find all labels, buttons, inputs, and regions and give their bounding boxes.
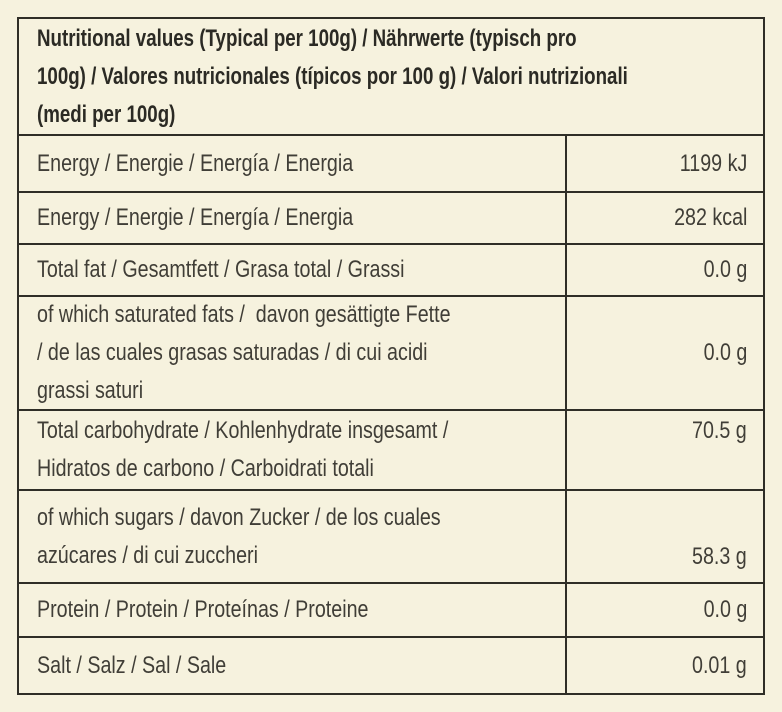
row-label: Salt / Salz / Sal / Sale — [37, 651, 227, 679]
table-row-sugars: of which sugars / davon Zucker / de los … — [19, 489, 763, 582]
row-value: 0.0 g — [703, 256, 747, 283]
row-label: Total fat / Gesamtfett / Grasa total / G… — [37, 256, 405, 283]
row-label: of which saturated fats / davon gesättig… — [37, 301, 451, 404]
row-value-cell: 0.0 g — [565, 584, 763, 636]
row-label-cell: Energy / Energie / Energía / Energia — [19, 193, 565, 243]
row-label-cell: Total fat / Gesamtfett / Grasa total / G… — [19, 245, 565, 295]
nutrition-table: Nutritional values (Typical per 100g) / … — [17, 17, 765, 695]
table-row-saturated-fats: of which saturated fats / davon gesättig… — [19, 295, 763, 409]
table-row-total-carbohydrate: Total carbohydrate / Kohlenhydrate insge… — [19, 409, 763, 489]
table-row-total-fat: Total fat / Gesamtfett / Grasa total / G… — [19, 243, 763, 295]
row-value: 0.0 g — [703, 596, 747, 623]
row-value-cell: 0.0 g — [565, 245, 763, 295]
table-row-energy-kj: Energy / Energie / Energía / Energia 119… — [19, 134, 763, 191]
row-value-cell: 282 kcal — [565, 193, 763, 243]
row-value-cell: 0.01 g — [565, 638, 763, 693]
row-label-cell: of which sugars / davon Zucker / de los … — [19, 491, 565, 582]
row-label: of which sugars / davon Zucker / de los … — [37, 503, 441, 569]
row-value: 70.5 g — [692, 417, 747, 444]
row-value: 58.3 g — [692, 543, 747, 570]
row-value-cell: 58.3 g — [565, 491, 763, 582]
row-label: Energy / Energie / Energía / Energia — [37, 204, 354, 231]
row-value-cell: 70.5 g — [565, 411, 763, 489]
table-row-salt: Salt / Salz / Sal / Sale 0.01 g — [19, 636, 763, 693]
row-label: Protein / Protein / Proteínas / Proteine — [37, 596, 369, 623]
row-label-cell: Salt / Salz / Sal / Sale — [19, 638, 565, 693]
table-row-energy-kcal: Energy / Energie / Energía / Energia 282… — [19, 191, 763, 243]
row-value: 282 kcal — [673, 204, 747, 231]
row-value-cell: 0.0 g — [565, 297, 763, 409]
table-title-cell: Nutritional values (Typical per 100g) / … — [19, 19, 763, 134]
row-value: 1199 kJ — [679, 149, 747, 177]
table-row-protein: Protein / Protein / Proteínas / Proteine… — [19, 582, 763, 636]
row-value-cell: 1199 kJ — [565, 136, 763, 191]
row-label: Energy / Energie / Energía / Energia — [37, 149, 354, 177]
row-value: 0.01 g — [692, 651, 747, 679]
row-label-cell: Energy / Energie / Energía / Energia — [19, 136, 565, 191]
table-title: Nutritional values (Typical per 100g) / … — [37, 24, 628, 128]
row-label: Total carbohydrate / Kohlenhydrate insge… — [37, 417, 449, 482]
row-label-cell: Total carbohydrate / Kohlenhydrate insge… — [19, 411, 565, 489]
row-label-cell: of which saturated fats / davon gesättig… — [19, 297, 565, 409]
row-label-cell: Protein / Protein / Proteínas / Proteine — [19, 584, 565, 636]
row-value: 0.0 g — [703, 339, 747, 366]
